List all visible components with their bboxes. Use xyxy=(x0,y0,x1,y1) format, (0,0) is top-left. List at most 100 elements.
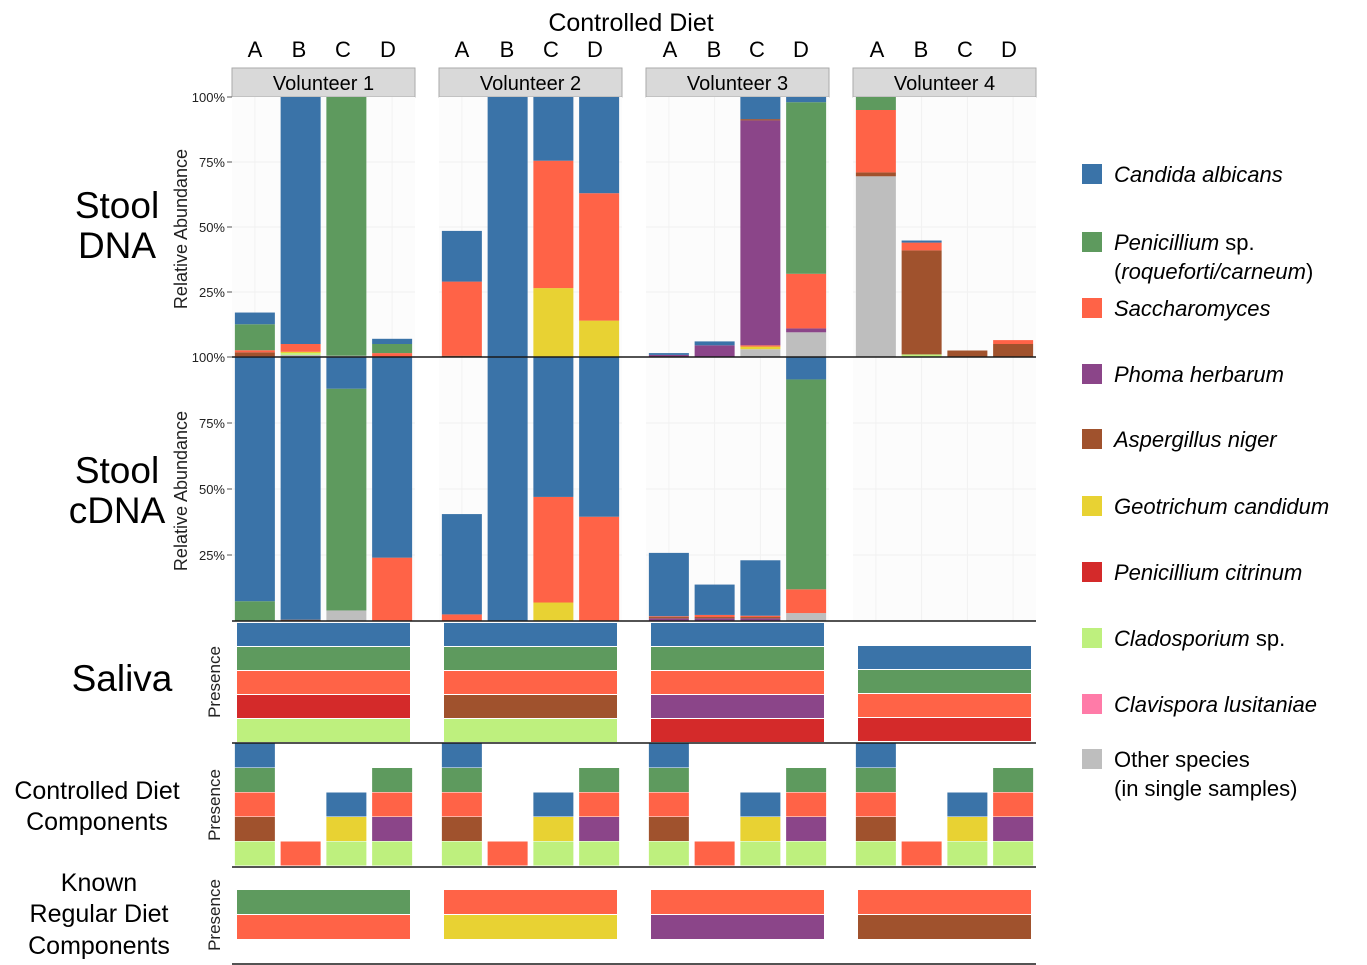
bar-segment-cladosporium xyxy=(901,354,942,357)
bar-segment-saccharomyces xyxy=(740,345,781,347)
bar-segment-candida xyxy=(579,357,620,517)
presence-band-phoma xyxy=(651,695,824,718)
row-label-line: Stool xyxy=(74,185,160,226)
sample-label: D xyxy=(380,37,396,62)
sample-label: D xyxy=(587,37,603,62)
bar-segment-candida xyxy=(901,240,942,243)
sample-label: A xyxy=(663,37,678,62)
presence-cell-candida xyxy=(234,743,275,768)
presence-band-saccharomyces xyxy=(858,694,1031,717)
sample-label: B xyxy=(292,37,307,62)
presence-cell-penicillium xyxy=(648,768,689,792)
bar-segment-saccharomyces xyxy=(855,110,896,173)
presence-cell-saccharomyces xyxy=(694,841,735,866)
legend-label-line: (roqueforti/carneum) xyxy=(1114,259,1314,284)
y-tick-label: 75% xyxy=(199,155,225,170)
legend-italic-text: Geotrichum candidum xyxy=(1114,494,1330,519)
y-tick-label: 25% xyxy=(199,548,225,563)
bar-segment-penicillium xyxy=(786,379,827,590)
legend-swatch xyxy=(1082,429,1102,449)
bar-segment-aspergillus xyxy=(648,617,689,619)
bar-segment-aspergillus xyxy=(694,617,735,619)
presence-cell-phoma xyxy=(372,817,413,841)
presence-cell-cladosporium xyxy=(533,841,574,866)
legend-label-line: (in single samples) xyxy=(1114,776,1298,801)
bar-segment-saccharomyces xyxy=(280,344,321,352)
presence-band-penicillium xyxy=(858,670,1031,693)
volunteer-strip xyxy=(852,67,1037,98)
y-tick-label: 75% xyxy=(199,416,225,431)
y-axis-label-dna: Relative Abundance xyxy=(171,149,191,309)
bar-segment-aspergillus xyxy=(740,119,781,121)
bar-segment-penicillium xyxy=(326,388,367,611)
presence-cell-saccharomyces xyxy=(648,792,689,817)
sample-label: B xyxy=(914,37,929,62)
presence-cell-cladosporium xyxy=(947,841,988,866)
bar-segment-candida xyxy=(648,552,689,617)
bar-segment-other xyxy=(855,176,896,357)
y-tick-label: 100% xyxy=(192,350,226,365)
bar-segment-candida xyxy=(648,353,689,355)
legend-plain-text: sp. xyxy=(1219,230,1255,255)
legend-swatch xyxy=(1082,232,1102,252)
presence-cell-saccharomyces xyxy=(993,792,1034,817)
sample-label: B xyxy=(707,37,722,62)
legend-item-cladosporium: Cladosporium sp. xyxy=(1082,624,1285,653)
row-label-line: Stool xyxy=(74,450,160,491)
bar-segment-phoma xyxy=(648,618,689,621)
presence-cell-saccharomyces xyxy=(234,792,275,817)
bar-segment-phoma xyxy=(694,618,735,621)
legend-item-clavispora: Clavispora lusitaniae xyxy=(1082,690,1317,719)
bar-segment-phoma xyxy=(786,328,827,333)
presence-cell-aspergillus xyxy=(855,817,896,841)
presence-band-citrinum xyxy=(237,695,410,718)
presence-cell-phoma xyxy=(579,817,620,841)
bar-segment-candida xyxy=(372,338,413,344)
presence-band-candida xyxy=(237,623,410,646)
presence-cell-candida xyxy=(947,792,988,817)
sample-label: C xyxy=(543,37,559,62)
legend-italic-text: Penicillium xyxy=(1114,230,1220,255)
bar-segment-penicillium xyxy=(326,97,367,356)
presence-cell-phoma xyxy=(993,817,1034,841)
y-axis-label-presence: Presence xyxy=(205,646,224,718)
legend-label: Geotrichum candidum xyxy=(1114,492,1329,521)
presence-cell-cladosporium xyxy=(740,841,781,866)
legend-label-line: Saccharomyces xyxy=(1114,294,1271,323)
y-axis-label-presence: Presence xyxy=(205,769,224,841)
presence-cell-aspergillus xyxy=(648,817,689,841)
presence-cell-saccharomyces xyxy=(579,792,620,817)
bar-segment-candida xyxy=(280,357,321,620)
presence-band-candida xyxy=(858,646,1031,669)
bar-segment-phoma xyxy=(694,345,735,357)
row-label-stool-dna: Stool DNA xyxy=(52,186,182,266)
bar-segment-geotrichum xyxy=(280,351,321,354)
legend-swatch xyxy=(1082,628,1102,648)
presence-cell-cladosporium xyxy=(579,841,620,866)
bar-segment-penicillium xyxy=(855,97,896,110)
presence-band-saccharomyces xyxy=(651,671,824,694)
y-tick-label: 50% xyxy=(199,482,225,497)
y-tick-label: 100% xyxy=(192,90,226,105)
presence-cell-candida xyxy=(326,792,367,817)
legend-swatch xyxy=(1082,562,1102,582)
legend-label-line: Phoma herbarum xyxy=(1114,360,1284,389)
bar-segment-candida xyxy=(441,514,482,615)
presence-cell-candida xyxy=(441,743,482,768)
presence-cell-geotrichum xyxy=(533,817,574,841)
legend-label: Phoma herbarum xyxy=(1114,360,1284,389)
bar-segment-saccharomyces xyxy=(372,353,413,357)
legend-item-geotrichum: Geotrichum candidum xyxy=(1082,492,1329,521)
bar-segment-saccharomyces xyxy=(533,496,574,603)
presence-cell-geotrichum xyxy=(947,817,988,841)
volunteer-label: Volunteer 4 xyxy=(894,73,995,95)
presence-cell-aspergillus xyxy=(441,817,482,841)
presence-cell-aspergillus xyxy=(234,817,275,841)
legend-label: Penicillium citrinum xyxy=(1114,558,1302,587)
legend-italic-text: Saccharomyces xyxy=(1114,296,1271,321)
legend-swatch xyxy=(1082,298,1102,318)
legend-label-line: Penicillium sp. xyxy=(1114,228,1313,257)
bar-segment-saccharomyces xyxy=(993,340,1034,344)
bar-segment-geotrichum xyxy=(533,288,574,357)
